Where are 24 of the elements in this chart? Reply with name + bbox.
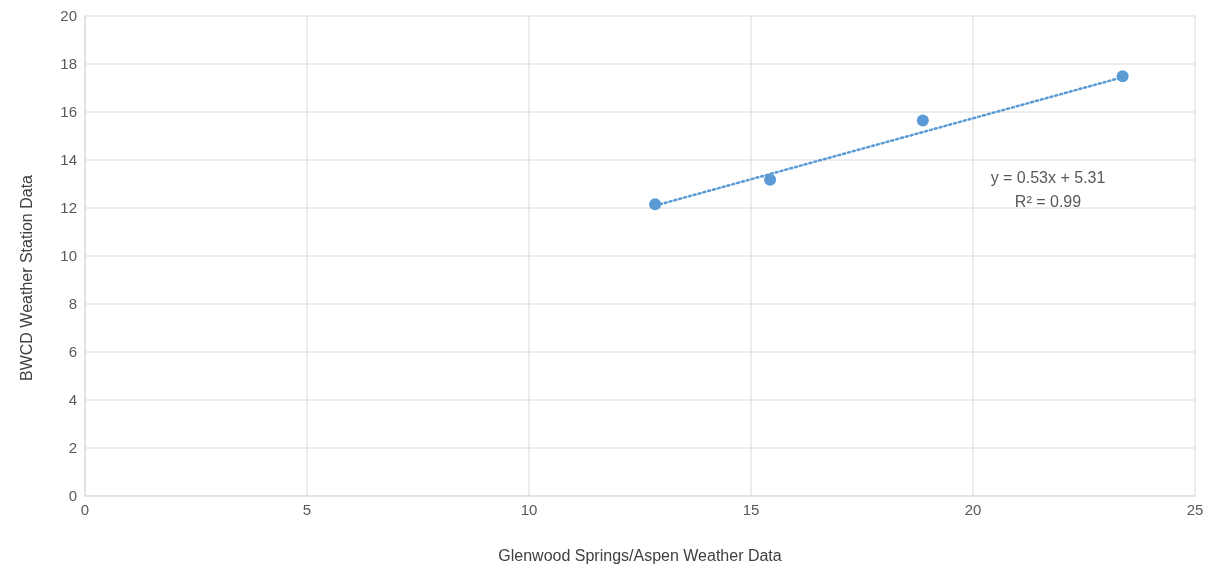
y-tick-label: 18 — [60, 55, 77, 73]
y-tick-label: 2 — [68, 439, 77, 457]
x-tick-label: 15 — [742, 500, 760, 518]
y-tick-label: 4 — [68, 391, 77, 409]
y-axis-title: BWCD Weather Station Data — [17, 174, 35, 381]
y-tick-label: 0 — [68, 487, 77, 505]
x-axis-title: Glenwood Springs/Aspen Weather Data — [498, 547, 782, 564]
x-tick-label: 0 — [80, 500, 90, 518]
point — [764, 173, 777, 186]
y-tick-label: 6 — [68, 343, 77, 361]
y-tick-label: 16 — [60, 103, 77, 121]
x-tick-label: 5 — [302, 500, 312, 518]
y-tick-label: 8 — [68, 295, 77, 313]
point — [1116, 70, 1129, 83]
y-tick-label: 10 — [60, 247, 77, 265]
y-tick-label: 14 — [60, 151, 77, 169]
point — [649, 198, 662, 211]
point — [916, 114, 929, 127]
regression-note: y = 0.53x + 5.31 R² = 0.99 — [989, 168, 1107, 212]
y-tick-label: 20 — [60, 7, 77, 25]
x-tick-label: 10 — [520, 500, 538, 518]
x-tick-label: 25 — [1186, 500, 1204, 518]
x-tick-label: 20 — [964, 500, 982, 518]
y-tick-label: 12 — [60, 199, 77, 217]
